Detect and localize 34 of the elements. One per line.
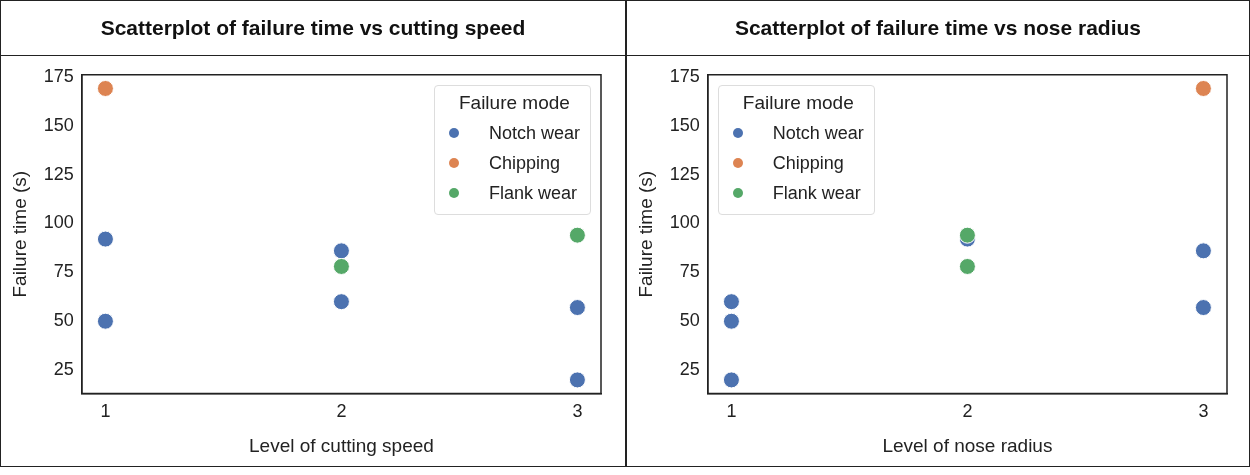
y-tick-label: 50 xyxy=(679,310,700,331)
x-axis-title: Level of nose radius xyxy=(882,434,1053,456)
y-tick-label: 150 xyxy=(669,114,700,135)
legend-label: Notch wear xyxy=(772,121,864,145)
legend-label: Flank wear xyxy=(772,181,861,205)
chart-title: Scatterplot of failure time vs cutting speed xyxy=(1,1,625,56)
y-tick-label: 175 xyxy=(669,65,700,86)
y-tick-label: 125 xyxy=(43,163,74,184)
x-tick-label: 3 xyxy=(572,401,583,422)
legend-label: Notch wear xyxy=(488,121,580,145)
y-axis-title: Failure time (s) xyxy=(8,170,30,298)
y-tick-label: 25 xyxy=(53,359,74,380)
x-tick-label: 3 xyxy=(1198,401,1209,422)
x-tick-label: 2 xyxy=(336,401,347,422)
y-tick-label: 175 xyxy=(43,65,74,86)
y-tick-label: 150 xyxy=(43,114,74,135)
x-axis-title: Level of cutting speed xyxy=(248,434,434,456)
legend-label: Chipping xyxy=(488,151,561,175)
y-tick-label: 75 xyxy=(53,261,74,282)
legend-label: Chipping xyxy=(772,151,844,175)
x-tick-label: 1 xyxy=(100,401,111,422)
y-tick-label: 100 xyxy=(43,212,74,233)
chart-title: Scatterplot of failure time vs nose radius xyxy=(627,1,1249,56)
legend-label: Flank wear xyxy=(488,181,577,205)
y-axis-title: Failure time (s) xyxy=(634,170,656,298)
x-tick-label: 1 xyxy=(726,401,737,422)
legend-title: Failure mode xyxy=(741,91,855,114)
y-tick-label: 125 xyxy=(669,163,700,184)
y-tick-label: 25 xyxy=(679,359,700,380)
legend-title: Failure mode xyxy=(457,91,571,114)
y-tick-label: 100 xyxy=(669,212,700,233)
y-tick-label: 75 xyxy=(679,261,700,282)
y-tick-label: 50 xyxy=(53,310,74,331)
x-tick-label: 2 xyxy=(962,401,973,422)
